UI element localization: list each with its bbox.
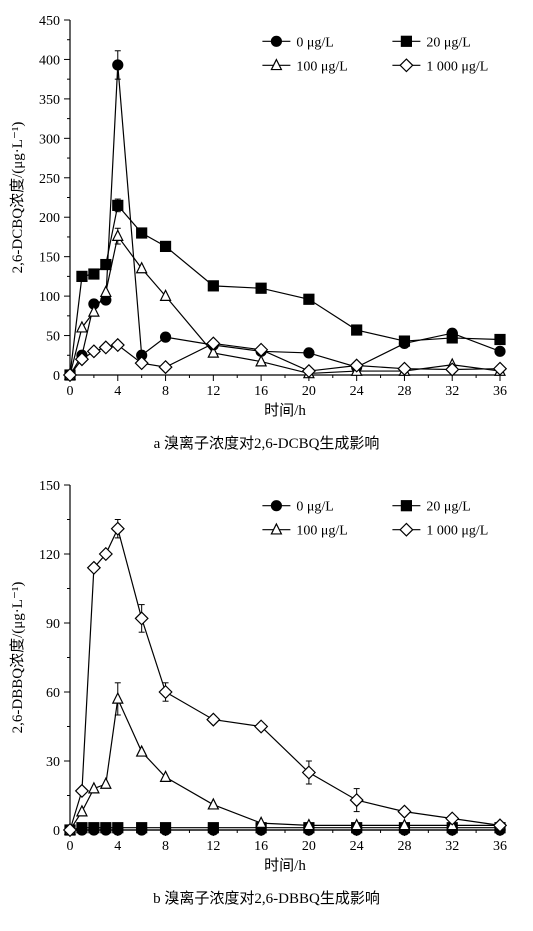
svg-text:2,6-DCBQ浓度/(μg·L⁻¹): 2,6-DCBQ浓度/(μg·L⁻¹) (9, 122, 26, 274)
svg-text:时间/h: 时间/h (264, 857, 306, 874)
svg-text:16: 16 (254, 384, 268, 399)
svg-text:400: 400 (39, 53, 60, 68)
svg-text:0: 0 (53, 369, 60, 384)
svg-text:8: 8 (162, 384, 169, 399)
svg-text:100 μg/L: 100 μg/L (296, 59, 347, 74)
svg-text:2,6-DBBQ浓度/(μg·L⁻¹): 2,6-DBBQ浓度/(μg·L⁻¹) (9, 582, 26, 734)
svg-text:30: 30 (46, 755, 60, 770)
panel-b-block: 0 4 8 12 16 20 24 28 32 36 0 30 60 90 120 150 时间/h 2,6-DB… (0, 465, 533, 920)
svg-text:50: 50 (46, 330, 60, 345)
svg-text:20 μg/L: 20 μg/L (426, 35, 470, 50)
svg-text:24: 24 (350, 839, 364, 854)
svg-text:90: 90 (46, 617, 60, 632)
svg-text:1 000 μg/L: 1 000 μg/L (426, 524, 488, 539)
svg-text:0 μg/L: 0 μg/L (296, 500, 333, 515)
panel-a-block: 0 4 8 12 16 20 24 28 32 36 0 50 100 150 200 250 300 350 40… (0, 0, 533, 465)
svg-text:28: 28 (397, 384, 411, 399)
svg-text:36: 36 (493, 839, 507, 854)
svg-text:250: 250 (39, 172, 60, 187)
svg-text:100 μg/L: 100 μg/L (296, 524, 347, 539)
svg-text:120: 120 (39, 548, 60, 563)
panel-b-caption: b 溴离子浓度对2,6-DBBQ生成影响 (0, 885, 533, 920)
svg-text:200: 200 (39, 211, 60, 226)
svg-text:300: 300 (39, 132, 60, 147)
svg-text:4: 4 (114, 384, 121, 399)
svg-text:20 μg/L: 20 μg/L (426, 500, 470, 515)
svg-text:12: 12 (206, 839, 220, 854)
svg-text:32: 32 (445, 839, 459, 854)
figure-page: 0481216202428323605010015020025030035040… (0, 0, 533, 920)
svg-text:时间/h: 时间/h (264, 402, 306, 419)
svg-text:350: 350 (39, 93, 60, 108)
svg-text:0: 0 (67, 839, 74, 854)
svg-text:0: 0 (67, 384, 74, 399)
svg-text:0 μg/L: 0 μg/L (296, 35, 333, 50)
svg-text:150: 150 (39, 251, 60, 266)
svg-text:16: 16 (254, 839, 268, 854)
panel-a-caption: a 溴离子浓度对2,6-DCBQ生成影响 (0, 430, 533, 465)
panel-a-chart: 0 4 8 12 16 20 24 28 32 36 0 50 100 150 200 250 300 350 40… (0, 0, 533, 430)
svg-text:12: 12 (206, 384, 220, 399)
svg-text:60: 60 (46, 686, 60, 701)
svg-text:4: 4 (114, 839, 121, 854)
panel-b-chart: 0 4 8 12 16 20 24 28 32 36 0 30 60 90 120 150 时间/h 2,6-DB… (0, 465, 533, 885)
svg-text:150: 150 (39, 479, 60, 494)
svg-text:100: 100 (39, 290, 60, 305)
svg-text:20: 20 (302, 839, 316, 854)
svg-text:0: 0 (53, 824, 60, 839)
svg-text:24: 24 (350, 384, 364, 399)
svg-text:1 000 μg/L: 1 000 μg/L (426, 59, 488, 74)
svg-text:8: 8 (162, 839, 169, 854)
svg-text:32: 32 (445, 384, 459, 399)
svg-text:28: 28 (397, 839, 411, 854)
svg-text:20: 20 (302, 384, 316, 399)
svg-text:450: 450 (39, 14, 60, 29)
svg-text:36: 36 (493, 384, 507, 399)
